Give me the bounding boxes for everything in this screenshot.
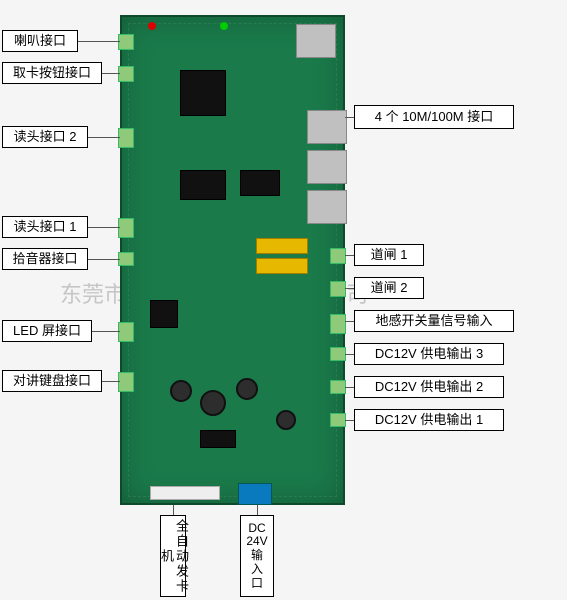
label-auto-dispenser: 全自动发卡机 xyxy=(160,515,186,597)
diagram-stage: 东莞市安天下智能科技有限公司 喇叭接口取卡按钮接口读头接口 2读头接口 1拾音器… xyxy=(0,0,567,600)
label-pickup: 拾音器接口 xyxy=(2,248,88,270)
label-card-btn: 取卡按钮接口 xyxy=(2,62,102,84)
label-reader1: 读头接口 1 xyxy=(2,216,88,238)
label-pwr3: DC12V 供电输出 3 xyxy=(354,343,504,365)
label-gnd-sw: 地感开关量信号输入 xyxy=(354,310,514,332)
label-eth4: 4 个 10M/100M 接口 xyxy=(354,105,514,129)
label-intercom-kb: 对讲键盘接口 xyxy=(2,370,102,392)
label-reader2: 读头接口 2 xyxy=(2,126,88,148)
label-gate1: 道闸 1 xyxy=(354,244,424,266)
label-pwr1: DC12V 供电输出 1 xyxy=(354,409,504,431)
label-led-screen: LED 屏接口 xyxy=(2,320,92,342)
label-speaker: 喇叭接口 xyxy=(2,30,78,52)
label-pwr2: DC12V 供电输出 2 xyxy=(354,376,504,398)
label-dc24v-in: DC24V输入口 xyxy=(240,515,274,597)
label-gate2: 道闸 2 xyxy=(354,277,424,299)
